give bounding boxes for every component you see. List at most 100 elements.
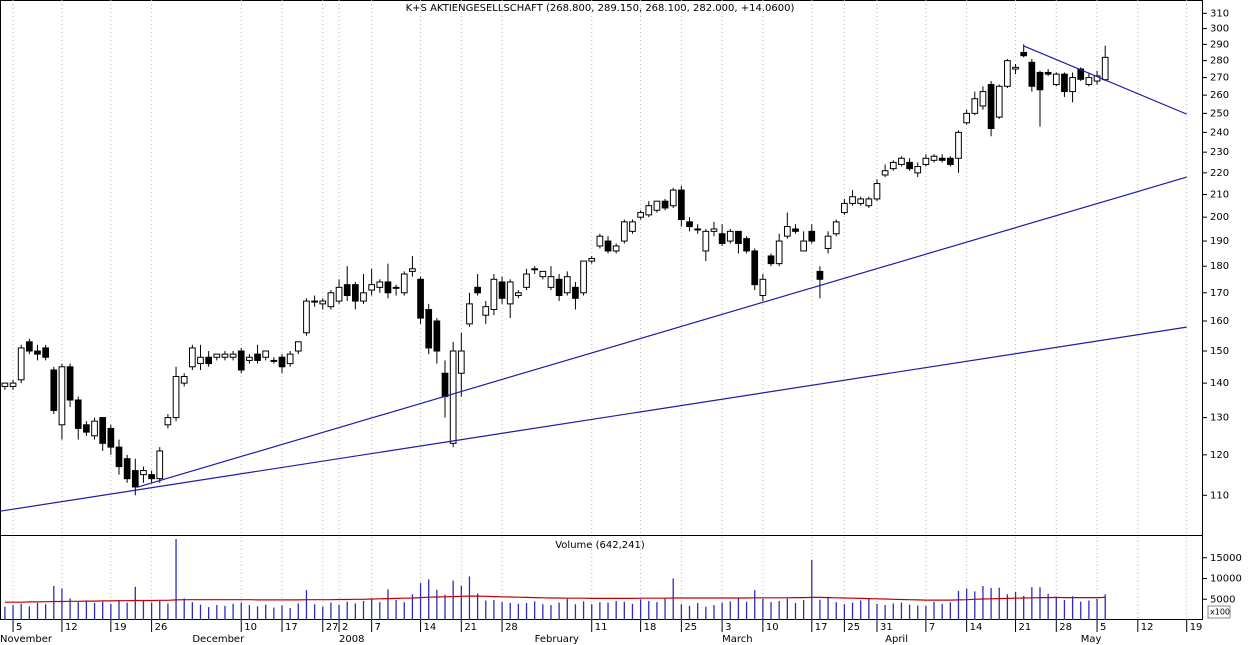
candle-body — [42, 347, 49, 358]
candle-body — [140, 470, 147, 476]
x-tick-label: 2 — [342, 622, 348, 633]
y-tick-label: 5000 — [1210, 594, 1235, 605]
candle-body — [816, 270, 824, 280]
volume-title: Volume (642,241) — [555, 540, 645, 551]
candle-body — [563, 276, 571, 294]
x-tick-label: 25 — [847, 622, 860, 633]
candle-body — [343, 284, 351, 297]
x-tick-label: 27 — [326, 622, 339, 633]
candle-body — [1077, 68, 1085, 80]
x-tick-label: 5 — [16, 622, 22, 633]
candle-body — [620, 221, 628, 242]
candle-body — [800, 240, 807, 252]
y-tick-label: 160 — [1210, 316, 1229, 327]
plot-frame — [0, 0, 1203, 620]
candle-body — [922, 157, 930, 165]
candle-body — [498, 281, 506, 299]
y-tick-label: 230 — [1210, 147, 1229, 158]
y-tick-label: 300 — [1210, 24, 1229, 35]
candle-body — [661, 200, 669, 209]
y-tick-label: 120 — [1210, 450, 1229, 461]
candle-body — [515, 292, 522, 297]
chart-title: K+S AKTIENGESELLSCHAFT (268.800, 289.150… — [406, 3, 795, 14]
candle-body — [946, 157, 954, 165]
candle-body — [783, 226, 791, 237]
candle-body — [172, 376, 180, 419]
candle-body — [751, 250, 759, 286]
month-label: February — [535, 634, 579, 645]
candle-body — [1036, 71, 1044, 91]
y-tick-label: 280 — [1210, 56, 1229, 67]
x-tick-label: 7 — [375, 622, 381, 633]
x-tick-label: 17 — [815, 622, 828, 633]
x-tick-label: 31 — [880, 622, 893, 633]
candle-body — [979, 91, 987, 107]
candle-body — [718, 233, 726, 245]
y-tick-label: 15000 — [1210, 553, 1242, 564]
candle-body — [1052, 73, 1060, 86]
candle-body — [368, 284, 376, 291]
y-tick-label: 220 — [1210, 168, 1229, 179]
candle-body — [327, 292, 335, 308]
candle-body — [9, 382, 17, 387]
candle-body — [759, 278, 767, 297]
candle-body — [1, 382, 9, 387]
y-tick-label: 210 — [1210, 189, 1229, 200]
candle-body — [425, 309, 433, 349]
candle-body — [1069, 77, 1076, 93]
candle-body — [588, 258, 596, 262]
candle-body — [702, 230, 710, 252]
candle-body — [1044, 71, 1052, 75]
y-tick-label: 10000 — [1210, 574, 1242, 585]
candle-body — [971, 98, 979, 114]
candle-body — [197, 356, 204, 365]
candle-body — [1101, 56, 1109, 81]
x-tick-label: 14 — [424, 622, 437, 633]
candle-body — [539, 270, 547, 278]
candle-body — [213, 353, 221, 358]
month-label: April — [885, 634, 908, 645]
candle-body — [384, 281, 392, 294]
candle-body — [221, 353, 229, 358]
candle-body — [857, 198, 865, 204]
candle-body — [653, 200, 661, 211]
x-tick-label: 12 — [65, 622, 78, 633]
candle-body — [474, 286, 481, 294]
candle-body — [376, 281, 384, 288]
trendline — [1023, 45, 1187, 115]
unit-box — [1207, 605, 1231, 619]
x-tick-label: 19 — [114, 622, 127, 633]
x-tick-label: 21 — [464, 622, 477, 633]
y-tick-label: 200 — [1210, 212, 1229, 223]
trendline — [136, 176, 1187, 488]
candle-body — [1020, 51, 1028, 57]
candle-body — [1085, 77, 1093, 86]
candle-body — [58, 366, 66, 426]
candle-body — [938, 157, 946, 161]
y-tick-label: 290 — [1210, 39, 1229, 50]
x-tick-label: 17 — [285, 622, 298, 633]
y-tick-label: 130 — [1210, 413, 1229, 424]
y-tick-label: 170 — [1210, 288, 1229, 299]
x-tick-label: 25 — [684, 622, 697, 633]
candle-body — [417, 278, 424, 319]
candle-body — [523, 273, 530, 288]
candle-body — [311, 300, 318, 303]
candle-body — [580, 260, 587, 294]
y-tick-label: 250 — [1210, 108, 1229, 119]
month-label: May — [1081, 634, 1102, 645]
x-tick-label: 18 — [644, 622, 657, 633]
candle-body — [889, 161, 897, 170]
candle-body — [735, 230, 742, 245]
candle-body — [767, 255, 775, 265]
x-tick-label: 19 — [1190, 622, 1203, 633]
candle-body — [873, 183, 881, 200]
candle-body — [849, 196, 856, 204]
y-tick-label: 150 — [1210, 346, 1229, 357]
candle-body — [237, 350, 245, 371]
candle-body — [254, 353, 261, 361]
candle-body — [180, 376, 188, 384]
candle-body — [898, 157, 905, 165]
x-tick-label: 28 — [505, 622, 518, 633]
candle-body — [824, 235, 832, 249]
